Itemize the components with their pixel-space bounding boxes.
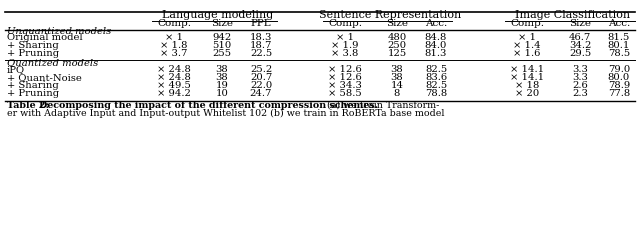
Text: Acc.: Acc. — [425, 19, 447, 28]
Text: Image Classification: Image Classification — [515, 10, 630, 20]
Text: 38: 38 — [390, 65, 403, 74]
Text: 480: 480 — [387, 33, 406, 42]
Text: 25.2: 25.2 — [250, 65, 272, 74]
Text: 14: 14 — [390, 81, 403, 90]
Text: Size: Size — [386, 19, 408, 28]
Text: 84.8: 84.8 — [425, 33, 447, 42]
Text: 46.7: 46.7 — [569, 33, 591, 42]
Text: × 1: × 1 — [518, 33, 536, 42]
Text: × 24.8: × 24.8 — [157, 65, 191, 74]
Text: × 24.8: × 24.8 — [157, 73, 191, 82]
Text: Sentence Representation: Sentence Representation — [319, 10, 461, 20]
Text: 2.3: 2.3 — [572, 89, 588, 98]
Text: 29.5: 29.5 — [569, 49, 591, 58]
Text: Comp.: Comp. — [157, 19, 191, 28]
Text: × 14.1: × 14.1 — [510, 65, 544, 74]
Text: 18.7: 18.7 — [250, 41, 272, 50]
Text: 34.2: 34.2 — [569, 41, 591, 50]
Text: 78.9: 78.9 — [608, 81, 630, 90]
Text: PPL: PPL — [251, 19, 271, 28]
Text: 78.8: 78.8 — [425, 89, 447, 98]
Text: Size: Size — [211, 19, 233, 28]
Text: er with Adaptive Input and Input-output Whitelist 102 (b) we train in RoBERTa ba: er with Adaptive Input and Input-output … — [7, 109, 445, 118]
Text: Decomposing the impact of the different compression schemes.: Decomposing the impact of the different … — [39, 101, 378, 110]
Text: Language modeling: Language modeling — [162, 10, 273, 20]
Text: × 94.2: × 94.2 — [157, 89, 191, 98]
Text: Comp.: Comp. — [328, 19, 362, 28]
Text: × 1.4: × 1.4 — [513, 41, 541, 50]
Text: × 3.8: × 3.8 — [332, 49, 358, 58]
Text: Original model: Original model — [7, 33, 83, 42]
Text: 81.5: 81.5 — [608, 33, 630, 42]
Text: 81.3: 81.3 — [425, 49, 447, 58]
Text: × 14.1: × 14.1 — [510, 73, 544, 82]
Text: 2.6: 2.6 — [572, 81, 588, 90]
Text: 19: 19 — [216, 81, 228, 90]
Text: × 1.8: × 1.8 — [160, 41, 188, 50]
Text: 20.7: 20.7 — [250, 73, 272, 82]
Text: 77.8: 77.8 — [608, 89, 630, 98]
Text: 82.5: 82.5 — [425, 81, 447, 90]
Text: 80.0: 80.0 — [608, 73, 630, 82]
Text: 942: 942 — [212, 33, 232, 42]
Text: 18.3: 18.3 — [250, 33, 272, 42]
Text: Quantized models: Quantized models — [7, 58, 99, 67]
Text: + Pruning: + Pruning — [7, 89, 59, 98]
Text: × 12.6: × 12.6 — [328, 73, 362, 82]
Text: Size: Size — [569, 19, 591, 28]
Text: × 1.6: × 1.6 — [513, 49, 541, 58]
Text: 10: 10 — [216, 89, 228, 98]
Text: × 1: × 1 — [165, 33, 183, 42]
Text: 8: 8 — [394, 89, 400, 98]
Text: 22.0: 22.0 — [250, 81, 272, 90]
Text: 80.1: 80.1 — [608, 41, 630, 50]
Text: 125: 125 — [387, 49, 406, 58]
Text: × 49.5: × 49.5 — [157, 81, 191, 90]
Text: + Sharing: + Sharing — [7, 41, 59, 50]
Text: × 20: × 20 — [515, 89, 539, 98]
Text: 510: 510 — [212, 41, 232, 50]
Text: Unquantized models: Unquantized models — [7, 27, 111, 36]
Text: 3.3: 3.3 — [572, 73, 588, 82]
Text: 83.6: 83.6 — [425, 73, 447, 82]
Text: × 34.3: × 34.3 — [328, 81, 362, 90]
Text: × 3.7: × 3.7 — [160, 49, 188, 58]
Text: + Sharing: + Sharing — [7, 81, 59, 90]
Text: 38: 38 — [216, 73, 228, 82]
Text: × 18: × 18 — [515, 81, 539, 90]
Text: × 1: × 1 — [336, 33, 354, 42]
Text: 22.5: 22.5 — [250, 49, 272, 58]
Text: 84.0: 84.0 — [425, 41, 447, 50]
Text: 250: 250 — [387, 41, 406, 50]
Text: 78.5: 78.5 — [608, 49, 630, 58]
Text: × 12.6: × 12.6 — [328, 65, 362, 74]
Text: × 58.5: × 58.5 — [328, 89, 362, 98]
Text: + Pruning: + Pruning — [7, 49, 59, 58]
Text: × 1.9: × 1.9 — [332, 41, 359, 50]
Text: 3.3: 3.3 — [572, 65, 588, 74]
Text: (a) we train Transform-: (a) we train Transform- — [324, 101, 440, 110]
Text: 82.5: 82.5 — [425, 65, 447, 74]
Text: 24.7: 24.7 — [250, 89, 272, 98]
Text: 38: 38 — [216, 65, 228, 74]
Text: + Quant-Noise: + Quant-Noise — [7, 73, 82, 82]
Text: 38: 38 — [390, 73, 403, 82]
Text: iPQ: iPQ — [7, 65, 25, 74]
Text: Comp.: Comp. — [510, 19, 544, 28]
Text: Table 2:: Table 2: — [7, 101, 52, 110]
Text: 79.0: 79.0 — [608, 65, 630, 74]
Text: Acc.: Acc. — [608, 19, 630, 28]
Text: 255: 255 — [212, 49, 232, 58]
